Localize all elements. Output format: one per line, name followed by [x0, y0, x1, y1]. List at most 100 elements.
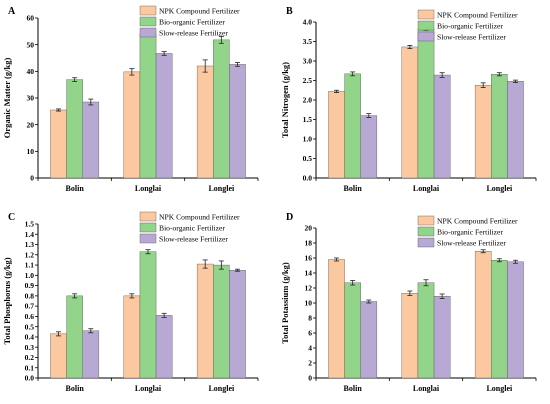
chart-panel-a: A 0 10 20 30 40 50 60 Organic Matter (g/kg) Bolin… [2, 5, 259, 193]
bar [155, 315, 173, 379]
y-tick-label: 1.5 [25, 220, 35, 229]
y-tick-label: 1.0 [25, 271, 35, 280]
y-tick-label: 3.5 [303, 37, 313, 46]
legend-label: NPK Compound Fertilizer [159, 7, 240, 16]
y-tick-label: 60 [27, 14, 35, 23]
y-axis-label: Total Phosphorus (g/kg) [2, 257, 12, 344]
y-tick-label: 0.1 [25, 363, 35, 372]
y-tick-label: 1.5 [303, 115, 313, 124]
legend-swatch [417, 237, 435, 248]
bar [474, 251, 492, 379]
panel-letter: C [8, 212, 15, 223]
y-tick-label: 40 [27, 67, 35, 76]
y-tick-label: 50 [27, 40, 35, 49]
y-tick-label: 0.8 [25, 291, 35, 300]
x-tick-label: Longlei [486, 384, 513, 393]
y-tick-label: 16 [305, 254, 313, 263]
bar [229, 64, 246, 179]
legend: NPK Compound Fertilizer Bio-organic Ferti… [417, 215, 518, 248]
legend-swatch [417, 9, 435, 20]
legend-label: Slow-release Fertilizer [437, 33, 506, 42]
bar [433, 74, 451, 179]
x-tick-label: Longlai [135, 184, 162, 193]
bar [213, 39, 230, 179]
y-tick-label: 0.5 [25, 322, 35, 331]
bar [401, 293, 419, 379]
bar [155, 53, 173, 179]
legend-label: Slow-release Fertilizer [159, 235, 228, 244]
y-tick-label: 1.1 [25, 261, 35, 270]
bar [417, 28, 435, 179]
bar [50, 109, 67, 179]
y-tick-label: 8 [308, 314, 312, 323]
legend-label: Bio-organic Fertilizer [159, 18, 225, 27]
y-tick-label: 0.7 [25, 302, 35, 311]
panel-letter: A [8, 6, 16, 17]
y-tick-label: 0.2 [25, 353, 35, 362]
y-tick-label: 0.5 [303, 154, 313, 163]
y-tick-label: 20 [27, 120, 35, 129]
bar [139, 251, 157, 379]
y-tick-label: 2 [308, 359, 312, 368]
legend-swatch [139, 211, 157, 222]
legend: NPK Compound Fertilizer Bio-organic Ferti… [139, 211, 240, 244]
x-tick-label: Bolin [344, 184, 363, 193]
y-tick-label: 0.0 [25, 374, 35, 383]
y-tick-label: 1.2 [25, 250, 35, 259]
y-tick-label: 18 [305, 239, 313, 248]
y-tick-label: 10 [305, 299, 313, 308]
y-tick-label: 20 [305, 224, 313, 233]
y-axis-label: Organic Matter (g/kg) [2, 58, 12, 139]
bar [66, 295, 83, 379]
legend-label: Bio-organic Fertilizer [159, 224, 225, 233]
legend-label: Slow-release Fertilizer [437, 239, 506, 248]
legend-label: NPK Compound Fertilizer [437, 217, 518, 226]
bar [417, 282, 435, 379]
bar [139, 33, 157, 179]
bar [328, 259, 345, 379]
y-tick-label: 0.4 [25, 333, 35, 342]
chart-panel-d: D 0 2 4 6 8 10 12 14 16 18 20 Total Potassium (g/kg)… [280, 212, 537, 393]
y-tick-label: 1.4 [25, 230, 35, 239]
legend-label: Slow-release Fertilizer [159, 29, 228, 38]
legend-swatch [139, 233, 157, 244]
chart-panel-b: B 0.0 0.5 1.0 1.5 2.0 2.5 3.0 3.5 4.0 Total Nitrog… [280, 6, 537, 193]
bar [507, 261, 524, 379]
y-tick-label: 30 [27, 94, 35, 103]
legend-swatch [139, 222, 157, 233]
y-tick-label: 10 [27, 147, 35, 156]
bar [360, 115, 378, 179]
y-tick-label: 6 [308, 329, 312, 338]
y-tick-label: 1.0 [303, 135, 313, 144]
bar [344, 282, 361, 379]
bar [433, 296, 451, 379]
y-tick-label: 0 [30, 174, 34, 183]
legend: NPK Compound Fertilizer Bio-organic Ferti… [139, 5, 240, 38]
x-tick-label: Longlei [486, 184, 513, 193]
y-tick-label: 0.9 [25, 281, 35, 290]
bar [344, 73, 361, 179]
bar [82, 101, 100, 179]
legend-label: Bio-organic Fertilizer [437, 22, 503, 31]
legend-swatch [417, 226, 435, 237]
bar [401, 46, 419, 179]
x-tick-label: Longlai [413, 184, 440, 193]
bar [213, 264, 230, 379]
bar [123, 71, 141, 179]
legend-swatch [139, 5, 157, 16]
bar [507, 81, 524, 179]
bar [474, 84, 492, 179]
x-tick-label: Bolin [66, 184, 85, 193]
x-tick-label: Longlei [208, 384, 235, 393]
legend-label: NPK Compound Fertilizer [159, 213, 240, 222]
bar [123, 295, 141, 379]
legend-swatch [417, 20, 435, 31]
y-tick-label: 2.0 [303, 96, 313, 105]
x-tick-label: Bolin [344, 384, 363, 393]
y-tick-label: 1.3 [25, 240, 35, 249]
x-tick-label: Longlai [413, 384, 440, 393]
panel-letter: B [286, 6, 293, 17]
y-axis-label: Total Potassium (g/kg) [280, 262, 290, 344]
y-tick-label: 2.5 [303, 76, 313, 85]
bar [196, 263, 214, 379]
